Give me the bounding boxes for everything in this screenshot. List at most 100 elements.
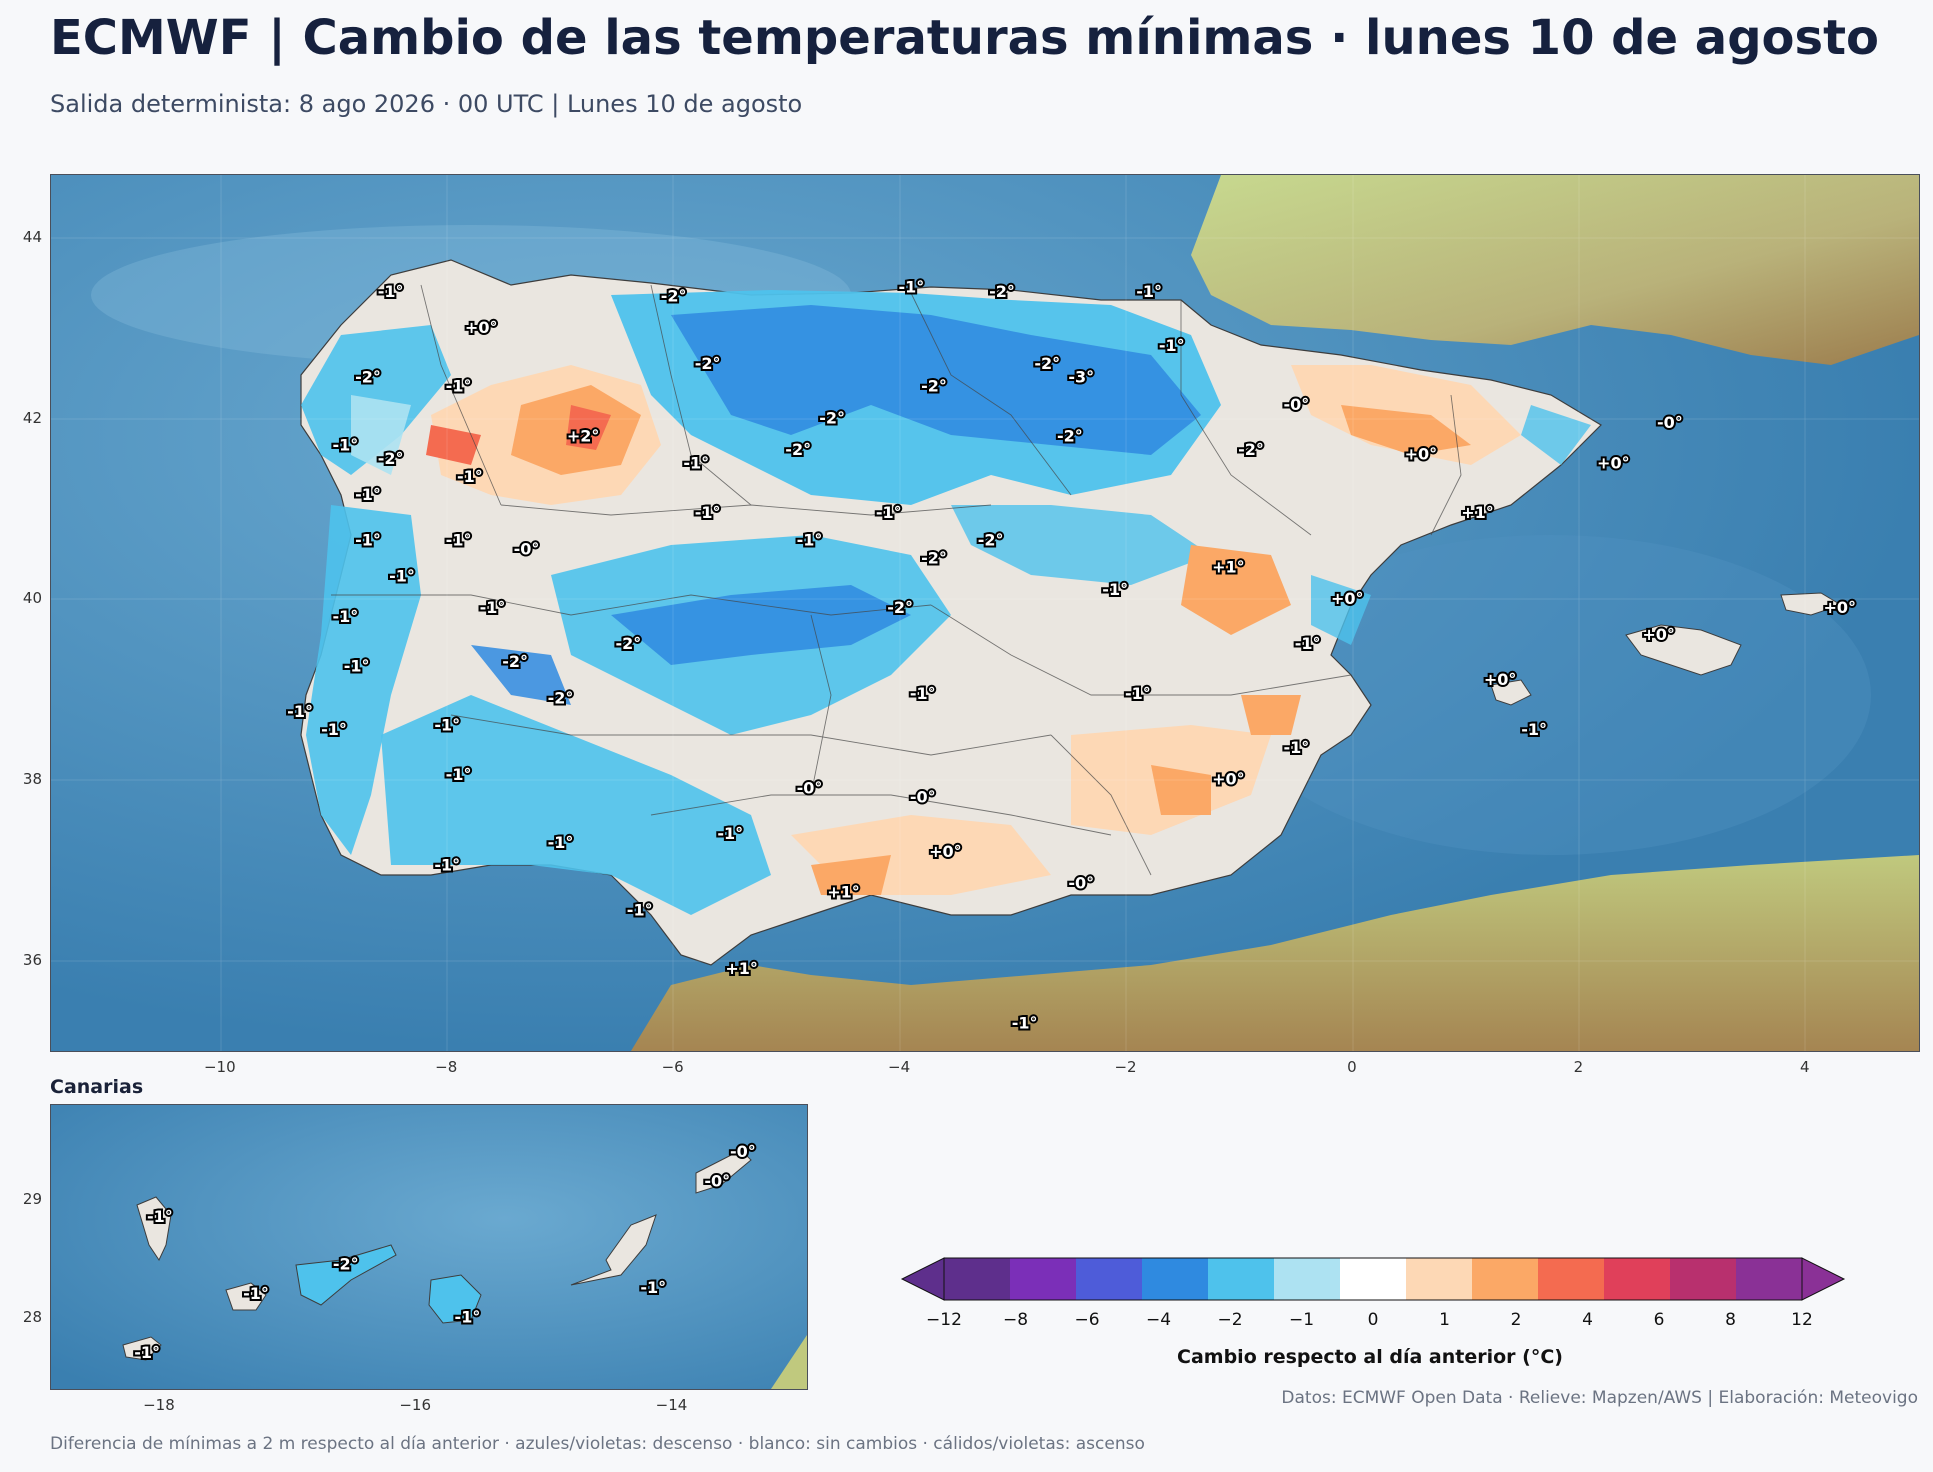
main-anomaly-label: +0°	[1405, 444, 1438, 463]
island-la-palma	[136, 1196, 172, 1262]
main-map-labels: -1° +0° -2° -1° -2° -1° -2° -1° -2° -2° -3° -1° -2° -…	[285, 275, 1858, 1034]
island-el-hierro	[122, 1336, 162, 1361]
main-lon-tick: −8	[435, 1058, 458, 1076]
canarias-map: -1° -1° -2° -1° -1° -0° -0° -1°	[50, 1104, 808, 1390]
main-anomaly-label: -1°	[695, 503, 721, 522]
main-anomaly-label: -1°	[548, 833, 574, 852]
main-anomaly-label: +0°	[1642, 625, 1675, 644]
canarias-anomaly-label: -1°	[455, 1308, 481, 1327]
colorbar-tick: 8	[1725, 1310, 1736, 1330]
main-anomaly-label: -1°	[332, 435, 358, 454]
colorbar-tick: −4	[1145, 1310, 1172, 1330]
main-anomaly-label: -1°	[480, 598, 506, 617]
colorbar-tick: −2	[1217, 1310, 1243, 1330]
main-anomaly-label: -1°	[899, 277, 925, 296]
colorbar-segment	[1208, 1258, 1275, 1300]
main-map: -1° +0° -2° -1° -2° -1° -2° -1° -2° -2° -3° -1° -2° -…	[50, 174, 1920, 1052]
canarias-anomaly-label: -1°	[243, 1284, 269, 1303]
main-anomaly-label: -2°	[921, 548, 947, 567]
main-anomaly-label: -3°	[1068, 368, 1094, 387]
canarias-title: Canarias	[50, 1076, 144, 1098]
main-anomaly-label: -1°	[876, 503, 902, 522]
main-anomaly-label: -1°	[355, 485, 381, 504]
main-anomaly-label: -1°	[1125, 684, 1151, 703]
chart-title: ECMWF | Cambio de las temperaturas mínim…	[50, 10, 1880, 66]
main-anomaly-label: -2°	[695, 354, 721, 373]
colorbar-tick: 6	[1653, 1310, 1665, 1330]
main-anomaly-label: +1°	[725, 959, 758, 978]
main-lon-tick: −4	[888, 1058, 911, 1076]
main-anomaly-label: -1°	[355, 530, 381, 549]
main-anomaly-label: -2°	[661, 286, 687, 305]
main-anomaly-label: -0°	[1283, 395, 1309, 414]
main-anomaly-label: -2°	[978, 530, 1004, 549]
main-lat-tick: 40	[22, 589, 42, 608]
colorbar-tick: −12	[926, 1310, 962, 1330]
main-anomaly-label: +1°	[1212, 557, 1245, 576]
canarias-anomaly-label: -0°	[730, 1142, 756, 1161]
main-lat-tick: 42	[22, 408, 42, 427]
main-anomaly-label: +0°	[1331, 589, 1364, 608]
colorbar-extend-high	[1801, 1257, 1846, 1301]
main-anomaly-label: -1°	[797, 530, 823, 549]
main-lon-tick: −10	[203, 1058, 236, 1076]
main-anomaly-label: -2°	[1034, 354, 1060, 373]
main-anomaly-label: -2°	[355, 368, 381, 387]
main-anomaly-label: -2°	[1057, 426, 1083, 445]
chart-subtitle: Salida determinista: 8 ago 2026 · 00 UTC…	[50, 90, 803, 118]
canarias-map-labels: -1° -1° -2° -1° -1° -0°-0° -1°	[132, 1140, 758, 1364]
main-anomaly-label: -1°	[1136, 282, 1162, 301]
main-lon-tick: −6	[661, 1058, 684, 1076]
colorbar-extend-low	[900, 1257, 945, 1301]
main-anomaly-label: +1°	[827, 882, 860, 901]
main-anomaly-label: -1°	[717, 824, 743, 843]
canarias-anomaly-label: -1°	[134, 1343, 160, 1362]
main-anomaly-label: +0°	[1597, 453, 1630, 472]
main-anomaly-label: -1°	[287, 702, 313, 721]
main-lat-tick: 44	[22, 228, 42, 247]
main-anomaly-label: -1°	[1012, 1013, 1038, 1032]
main-anomaly-label: -0°	[797, 779, 823, 798]
main-lon-tick: 0	[1347, 1058, 1357, 1076]
main-anomaly-label: -1°	[446, 530, 472, 549]
main-anomaly-label: -0°	[910, 788, 936, 807]
main-anomaly-label: -1°	[434, 715, 460, 734]
canarias-lat-tick: 28	[22, 1308, 42, 1326]
main-anomaly-label: -1°	[1159, 336, 1185, 355]
colorbar-segment	[1736, 1258, 1803, 1300]
main-anomaly-label: +0°	[1484, 670, 1517, 689]
main-anomaly-label: -2°	[378, 449, 404, 468]
main-anomaly-label: -0°	[514, 539, 540, 558]
main-anomaly-label: -1°	[457, 467, 483, 486]
main-anomaly-label: +0°	[1823, 598, 1856, 617]
colorbar-segment	[1142, 1258, 1209, 1300]
main-lat-tick: 36	[22, 950, 42, 969]
canarias-anomaly-label: -0°	[704, 1171, 730, 1190]
main-map-svg: -1° +0° -2° -1° -2° -1° -2° -1° -2° -2° -3° -1° -2° -…	[51, 175, 1919, 1051]
main-anomaly-label: -2°	[921, 377, 947, 396]
canarias-anomaly-label: -2°	[333, 1254, 359, 1273]
main-anomaly-label: -1°	[321, 720, 347, 739]
colorbar-segment	[1406, 1258, 1473, 1300]
main-anomaly-label: +1°	[1461, 503, 1494, 522]
main-anomaly-label: -1°	[378, 282, 404, 301]
main-lon-tick: −2	[1114, 1058, 1137, 1076]
footnote: Diferencia de mínimas a 2 m respecto al …	[50, 1434, 1145, 1454]
main-anomaly-label: -0°	[1657, 413, 1683, 432]
main-lon-tick: 4	[1800, 1058, 1810, 1076]
region-borders	[331, 284, 1462, 876]
island-tenerife	[295, 1244, 397, 1306]
main-anomaly-label: -2°	[502, 652, 528, 671]
main-anomaly-label: -1°	[1295, 634, 1321, 653]
credits: Datos: ECMWF Open Data · Relieve: Mapzen…	[1281, 1388, 1918, 1408]
main-anomaly-label: -2°	[887, 598, 913, 617]
main-anomaly-label: -1°	[683, 453, 709, 472]
colorbar-label: Cambio respecto al día anterior (°C)	[1177, 1346, 1563, 1368]
canarias-lon-tick: −18	[143, 1396, 175, 1414]
canarias-lat-tick: 29	[22, 1189, 42, 1208]
main-anomaly-label: -1°	[434, 855, 460, 874]
colorbar-segment	[1340, 1258, 1407, 1300]
main-anomaly-label: -2°	[819, 408, 845, 427]
main-anomaly-label: -1°	[1521, 720, 1547, 739]
main-anomaly-label: -1°	[332, 607, 358, 626]
